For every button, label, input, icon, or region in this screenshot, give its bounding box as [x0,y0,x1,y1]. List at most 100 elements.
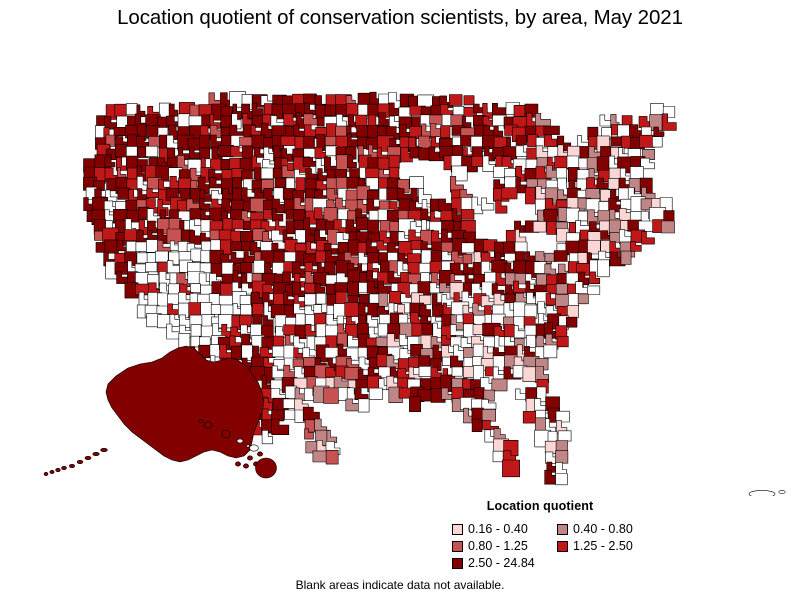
map-area-cell [324,388,339,404]
map-area-cell [473,357,482,366]
map-area-cell [316,294,326,305]
map-area-cell [178,114,190,129]
map-area-cell [557,336,568,346]
legend-label: 2.50 - 24.84 [468,556,535,571]
legend-swatch [452,524,463,535]
map-area-cell [578,294,588,304]
map-area-aleutian [50,470,54,473]
choropleth-map [0,46,800,496]
legend-label: 0.80 - 1.25 [468,539,528,554]
map-area-cell [211,305,221,315]
map-area-cell [566,317,577,327]
map-area-alaska-panhandle [235,462,240,466]
map-area-molokai [237,439,243,443]
map-area-cell [262,430,273,444]
map-area-cell [430,115,444,125]
map-area-cell [252,135,265,149]
map-area-cell [305,294,316,305]
map-area-cell [441,126,451,138]
map-area-cell [118,188,130,199]
map-area-cell [461,209,474,219]
map-area-cell [272,419,289,435]
map-area-cell [146,146,158,156]
map-area-cell [230,336,241,348]
map-area-cell [523,367,537,382]
map-area-cell [608,179,619,190]
region-puerto-rico-inset [742,490,785,496]
legend-item: 0.40 - 0.80 [557,522,662,537]
map-area-cell [567,305,578,317]
legend-items: 0.16 - 0.40 0.40 - 0.80 0.80 - 1.25 1.25 - … [452,522,712,571]
map-area-cell [558,431,571,441]
map-area-cell [463,254,472,264]
map-area-cell [483,420,499,429]
map-area-cell [472,419,482,432]
map-area-cell [149,136,160,147]
map-area-cell [514,302,525,318]
map-area-cell [556,411,569,422]
map-area-cell [221,159,231,169]
map-area-cell [273,336,284,347]
map-area-cell [533,221,546,232]
map-area-cell [639,135,654,147]
map-area-cell [95,126,105,140]
map-area-aleutian [93,452,99,455]
map-area-cell [536,367,549,383]
map-area-cell [347,156,356,168]
map-area-cell [410,177,424,189]
map-area-cell [419,148,430,160]
map-area-cell [567,156,579,168]
map-area-cell [504,242,515,255]
map-area-cell [419,189,432,204]
map-area-aleutian [69,464,74,467]
map-area-maui [250,445,259,451]
map-area-cell [661,221,674,233]
map-svg [0,46,800,496]
legend-swatch [557,524,568,535]
map-area-cell [243,114,252,128]
map-area-cell [525,305,537,318]
map-area-cell [525,187,535,204]
map-area-cell [254,260,265,273]
map-area-cell [240,295,251,305]
map-area-cell [493,451,504,462]
map-area-cell [369,388,382,400]
map-area-cell [126,156,138,169]
legend-item: 0.16 - 0.40 [452,522,557,537]
map-area-cell [482,409,496,421]
map-area-cell [568,294,578,307]
map-area-oahu [222,430,230,438]
map-area-cell [115,145,127,158]
map-area-cell [504,325,514,337]
map-area-cell [105,240,119,253]
map-area-cell [200,135,210,149]
map-area-cell [548,432,557,443]
map-area-cell [138,147,148,158]
map-area-cell [283,399,295,409]
map-area-cell [190,105,199,117]
map-area-cell [231,346,241,360]
map-area-cell [450,176,463,192]
map-area-cell [597,157,610,171]
page-title: Location quotient of conservation scient… [117,6,683,29]
map-area-cell [389,291,402,303]
map-area-cell [516,136,527,145]
map-area-cell [191,249,202,262]
map-area-cell [496,200,507,213]
map-area-cell [368,253,380,263]
legend-item: 0.80 - 1.25 [452,539,557,554]
map-area-cell [179,333,190,347]
map-area-puerto-rico [749,490,775,496]
map-area-cell [544,345,557,358]
legend-label: 0.16 - 0.40 [468,522,528,537]
map-area-cell [241,304,252,315]
map-area-cell [285,410,295,420]
map-area-cell [544,126,560,135]
map-area-cell [358,399,369,412]
map-area-cell [293,359,304,368]
map-area-cell [358,93,370,105]
map-area-cell [544,135,557,146]
map-area-lanai [246,445,249,447]
map-area-cell [315,284,325,293]
map-area-cell [587,286,599,295]
